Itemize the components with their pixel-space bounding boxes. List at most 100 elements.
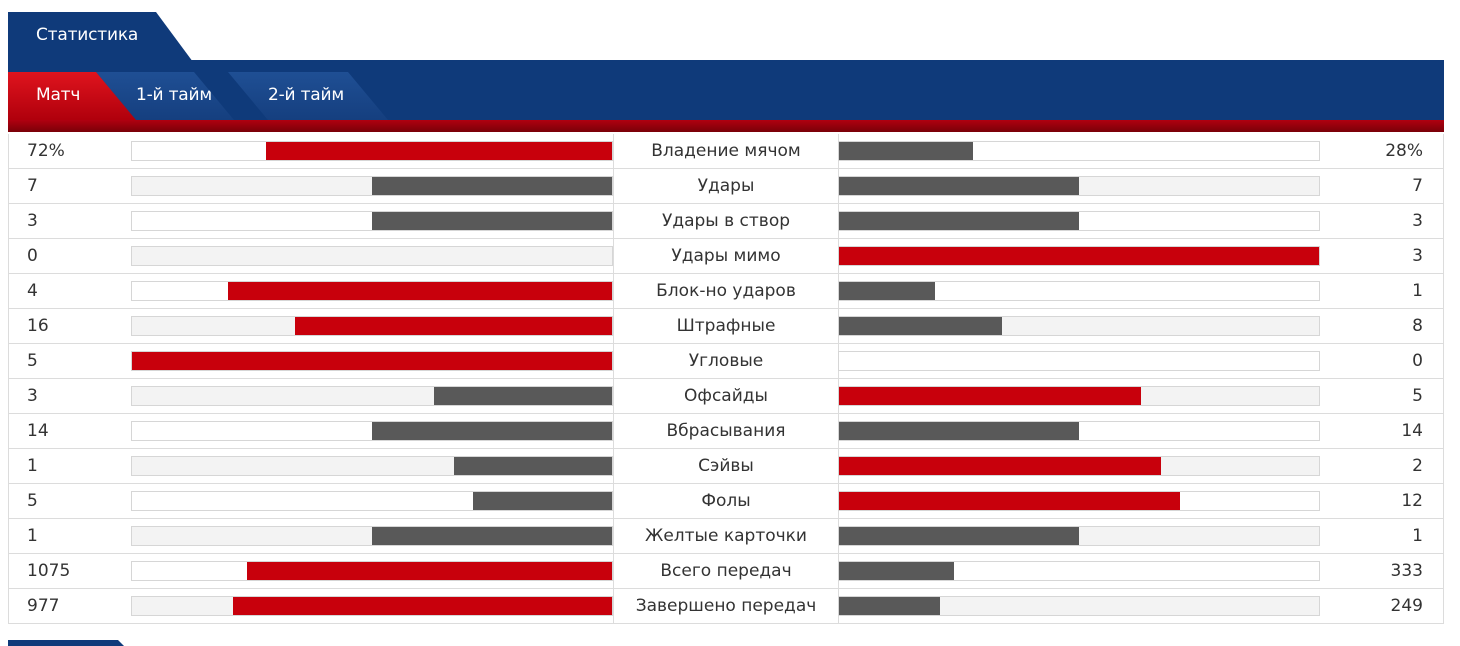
next-section-tab[interactable] xyxy=(8,640,128,646)
stat-row: 14 Вбрасывания 14 xyxy=(8,414,1444,449)
stat-row: 3 Офсайды 5 xyxy=(8,379,1444,414)
home-bar-track xyxy=(131,141,613,161)
home-value: 1 xyxy=(27,526,38,546)
home-bar-fill xyxy=(434,387,612,405)
home-value: 3 xyxy=(27,386,38,406)
home-bar-track xyxy=(131,211,613,231)
away-bar-track xyxy=(838,596,1320,616)
stat-label: Желтые карточки xyxy=(613,519,839,553)
stat-label: Вбрасывания xyxy=(613,414,839,448)
home-bar-fill xyxy=(372,527,612,545)
away-value: 1 xyxy=(1412,526,1423,546)
away-bar-fill xyxy=(839,142,973,160)
away-bar-track xyxy=(838,421,1320,441)
away-value: 0 xyxy=(1412,351,1423,371)
home-bar-fill xyxy=(132,352,612,370)
home-value: 1075 xyxy=(27,561,71,581)
stat-label: Удары xyxy=(613,169,839,203)
away-bar-fill xyxy=(839,562,954,580)
home-bar-fill xyxy=(228,282,612,300)
home-bar-track xyxy=(131,386,613,406)
away-value: 333 xyxy=(1390,561,1423,581)
home-bar-fill xyxy=(372,212,612,230)
stat-row: 0 Удары мимо 3 xyxy=(8,239,1444,274)
home-bar-track xyxy=(131,281,613,301)
home-bar-track xyxy=(131,316,613,336)
away-value: 7 xyxy=(1412,176,1423,196)
stat-label: Завершено передач xyxy=(613,589,839,623)
stat-row: 1 Сэйвы 2 xyxy=(8,449,1444,484)
away-value: 5 xyxy=(1412,386,1423,406)
away-value: 1 xyxy=(1412,281,1423,301)
home-bar-track xyxy=(131,526,613,546)
away-bar-track xyxy=(838,176,1320,196)
away-bar-track xyxy=(838,316,1320,336)
away-value: 8 xyxy=(1412,316,1423,336)
away-bar-fill xyxy=(839,422,1079,440)
stat-label: Удары в створ xyxy=(613,204,839,238)
home-bar-track xyxy=(131,596,613,616)
home-value: 72% xyxy=(27,141,65,161)
tab-statistics[interactable]: Статистика xyxy=(8,12,193,62)
stat-label: Штрафные xyxy=(613,309,839,343)
away-bar-track xyxy=(838,456,1320,476)
stat-label: Удары мимо xyxy=(613,239,839,273)
stat-label: Владение мячом xyxy=(613,134,839,168)
home-value: 16 xyxy=(27,316,49,336)
home-bar-fill xyxy=(247,562,612,580)
home-bar-fill xyxy=(454,457,612,475)
stat-row: 5 Фолы 12 xyxy=(8,484,1444,519)
home-value: 0 xyxy=(27,246,38,266)
home-value: 7 xyxy=(27,176,38,196)
home-bar-fill xyxy=(473,492,612,510)
away-bar-track xyxy=(838,491,1320,511)
stat-label: Угловые xyxy=(613,344,839,378)
home-bar-track xyxy=(131,456,613,476)
stat-label: Блок-но ударов xyxy=(613,274,839,308)
stat-row: 4 Блок-но ударов 1 xyxy=(8,274,1444,309)
away-value: 249 xyxy=(1390,596,1423,616)
home-value: 5 xyxy=(27,491,38,511)
away-bar-fill xyxy=(839,282,935,300)
header-red-stripe xyxy=(8,120,1444,132)
away-bar-track xyxy=(838,561,1320,581)
away-bar-fill xyxy=(839,247,1319,265)
away-value: 3 xyxy=(1412,246,1423,266)
away-bar-fill xyxy=(839,212,1079,230)
away-bar-fill xyxy=(839,492,1180,510)
away-bar-fill xyxy=(839,317,1002,335)
home-bar-track xyxy=(131,561,613,581)
away-value: 28% xyxy=(1385,141,1423,161)
stat-label: Фолы xyxy=(613,484,839,518)
away-bar-fill xyxy=(839,457,1161,475)
away-value: 2 xyxy=(1412,456,1423,476)
stat-row: 16 Штрафные 8 xyxy=(8,309,1444,344)
home-bar-fill xyxy=(372,422,612,440)
home-bar-track xyxy=(131,491,613,511)
home-value: 14 xyxy=(27,421,49,441)
stat-row: 5 Угловые 0 xyxy=(8,344,1444,379)
stat-row: 3 Удары в створ 3 xyxy=(8,204,1444,239)
stats-table: 72% Владение мячом 28% 7 Удары 7 3 Удары в ство… xyxy=(8,134,1444,624)
away-bar-track xyxy=(838,526,1320,546)
away-value: 3 xyxy=(1412,211,1423,231)
home-value: 977 xyxy=(27,596,60,616)
away-bar-track xyxy=(838,281,1320,301)
away-bar-fill xyxy=(839,527,1079,545)
home-value: 3 xyxy=(27,211,38,231)
stat-row: 1 Желтые карточки 1 xyxy=(8,519,1444,554)
stat-label: Всего передач xyxy=(613,554,839,588)
home-bar-fill xyxy=(266,142,612,160)
home-bar-fill xyxy=(295,317,612,335)
away-bar-track xyxy=(838,211,1320,231)
stat-label: Офсайды xyxy=(613,379,839,413)
away-bar-fill xyxy=(839,387,1141,405)
away-bar-track xyxy=(838,386,1320,406)
home-bar-fill xyxy=(372,177,612,195)
home-value: 1 xyxy=(27,456,38,476)
home-bar-fill xyxy=(233,597,612,615)
away-bar-track xyxy=(838,141,1320,161)
home-bar-track xyxy=(131,246,613,266)
stat-row: 1075 Всего передач 333 xyxy=(8,554,1444,589)
